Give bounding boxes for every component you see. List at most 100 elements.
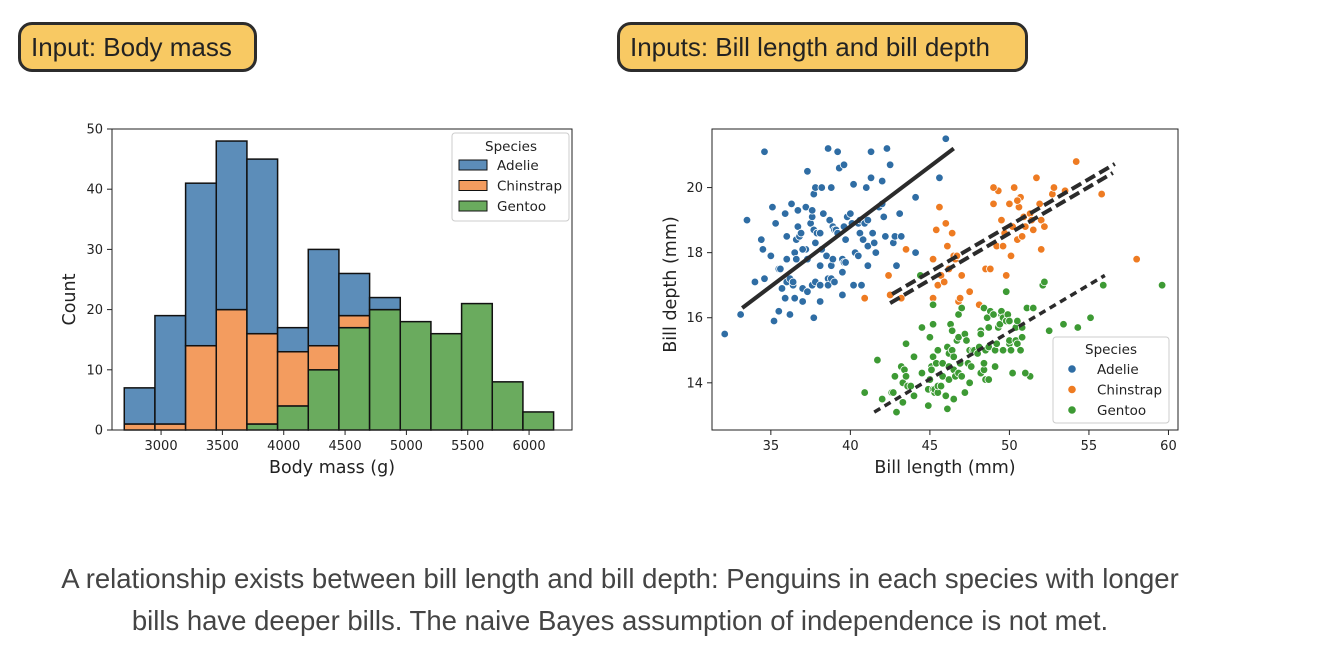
point-chinstrap-12 (941, 219, 950, 228)
point-chinstrap-9 (935, 202, 944, 212)
legend-swatch-gentoo (458, 200, 488, 212)
point-gentoo-91 (1005, 316, 1014, 326)
x-tick-label: 40 (842, 439, 859, 454)
legend-title: Species (1085, 342, 1137, 358)
legend-box (451, 132, 570, 222)
point-adelie-104 (871, 248, 881, 257)
point-gentoo-23 (927, 365, 936, 374)
point-chinstrap-4 (901, 245, 911, 254)
bar-chinstrap-0 (123, 423, 156, 431)
plot-frame (711, 128, 1179, 431)
point-chinstrap-44 (1029, 225, 1038, 235)
point-adelie-25 (788, 277, 798, 287)
caption-line-2: bills have deeper bills. The naive Bayes… (131, 605, 1109, 636)
x-tick-label: 35 (763, 439, 780, 454)
point-gentoo-27 (928, 300, 938, 309)
point-adelie-103 (870, 238, 879, 248)
y-tick-label: 16 (686, 311, 703, 326)
point-chinstrap-45 (1032, 173, 1041, 183)
point-adelie-57 (817, 183, 826, 192)
point-adelie-61 (823, 144, 833, 153)
point-adelie-100 (866, 173, 876, 183)
body-mass-histogram: 3000 3500 4000 4500 5000 5500 6000 0 10 20 30 40 50 B… (60, 123, 573, 478)
bar-gentoo-7 (338, 326, 371, 431)
x-tick-label: 3500 (206, 439, 239, 454)
point-chinstrap-49 (1040, 222, 1049, 231)
legend-label-chinstrap: Chinstrap (1097, 383, 1162, 399)
input-body-mass-label: Input: Body mass (18, 22, 257, 72)
legend-label-gentoo: Gentoo (497, 199, 546, 215)
y-tick-label: 14 (686, 376, 703, 391)
point-adelie-80 (839, 160, 849, 169)
legend-marker-gentoo (1067, 405, 1077, 415)
bill-scatter-plot: 35 40 45 50 55 60 14 16 18 20 Bill length (mm) Bill… (661, 128, 1179, 478)
legend-label-chinstrap: Chinstrap (497, 179, 562, 195)
point-gentoo-87 (1002, 287, 1011, 296)
point-gentoo-12 (901, 339, 911, 348)
point-chinstrap-39 (1017, 232, 1027, 241)
point-gentoo-107 (1073, 323, 1083, 332)
point-adelie-8 (766, 251, 776, 261)
point-chinstrap-33 (1006, 251, 1016, 261)
y-axis-label: Count (60, 273, 80, 325)
x-tick-label: 4500 (329, 439, 362, 454)
point-gentoo-33 (933, 346, 943, 355)
point-chinstrap-11 (940, 277, 949, 287)
point-chinstrap-31 (1002, 271, 1011, 280)
y-tick-label: 20 (86, 303, 103, 318)
point-adelie-96 (862, 183, 871, 192)
legend-label-adelie: Adelie (1097, 362, 1139, 378)
x-tick-label: 6000 (513, 439, 546, 454)
point-adelie-110 (885, 160, 895, 169)
point-gentoo-11 (901, 372, 911, 381)
point-gentoo-14 (906, 381, 916, 391)
point-chinstrap-56 (989, 183, 998, 192)
point-gentoo-104 (1040, 277, 1049, 287)
bar-chinstrap-7 (338, 314, 371, 329)
x-tick-label: 55 (1081, 439, 1098, 454)
y-tick-label: 0 (95, 424, 103, 439)
fit-line-gentoo (873, 273, 1106, 414)
point-chinstrap-47 (1037, 245, 1046, 254)
point-adelie-121 (846, 209, 855, 218)
point-gentoo-56 (962, 336, 971, 345)
point-gentoo-93 (1008, 368, 1017, 378)
fit-line-chinstrap (889, 171, 1114, 305)
point-adelie-113 (892, 261, 901, 270)
point-gentoo-15 (909, 391, 919, 401)
point-adelie-11 (771, 219, 780, 228)
x-tick-label: 3000 (145, 439, 178, 454)
point-adelie-85 (849, 280, 858, 290)
point-adelie-108 (881, 232, 890, 241)
y-tick-label: 50 (86, 123, 103, 138)
bar-chinstrap-3 (215, 308, 248, 431)
point-gentoo-102 (1029, 303, 1038, 313)
point-adelie-1 (736, 310, 745, 319)
point-adelie-92 (857, 280, 866, 290)
point-gentoo-6 (892, 407, 901, 417)
x-tick-label: 60 (1160, 439, 1177, 454)
fit-line-chinstrap-upper (891, 162, 1116, 296)
point-gentoo-74 (984, 323, 993, 332)
point-gentoo-26 (928, 320, 938, 329)
x-tick-label: 45 (922, 439, 939, 454)
bar-gentoo-10 (430, 332, 463, 431)
point-adelie-116 (911, 193, 920, 202)
point-adelie-117 (911, 248, 920, 257)
point-chinstrap-29 (998, 241, 1008, 251)
point-gentoo-45 (949, 394, 958, 404)
point-gentoo-110 (1157, 280, 1167, 290)
point-gentoo-19 (924, 401, 933, 410)
point-adelie-52 (815, 228, 825, 238)
point-gentoo-77 (990, 362, 1000, 371)
point-adelie-67 (828, 254, 838, 264)
point-adelie-0 (720, 329, 729, 339)
x-axis-label: Bill length (mm) (874, 458, 1015, 478)
caption-line-1: A relationship exists between bill lengt… (61, 563, 1179, 594)
point-gentoo-111 (1021, 368, 1030, 378)
point-chinstrap-35 (1009, 183, 1019, 192)
point-gentoo-112 (957, 372, 966, 381)
point-adelie-9 (768, 202, 777, 212)
point-adelie-102 (868, 228, 877, 238)
point-gentoo-2 (877, 394, 887, 404)
